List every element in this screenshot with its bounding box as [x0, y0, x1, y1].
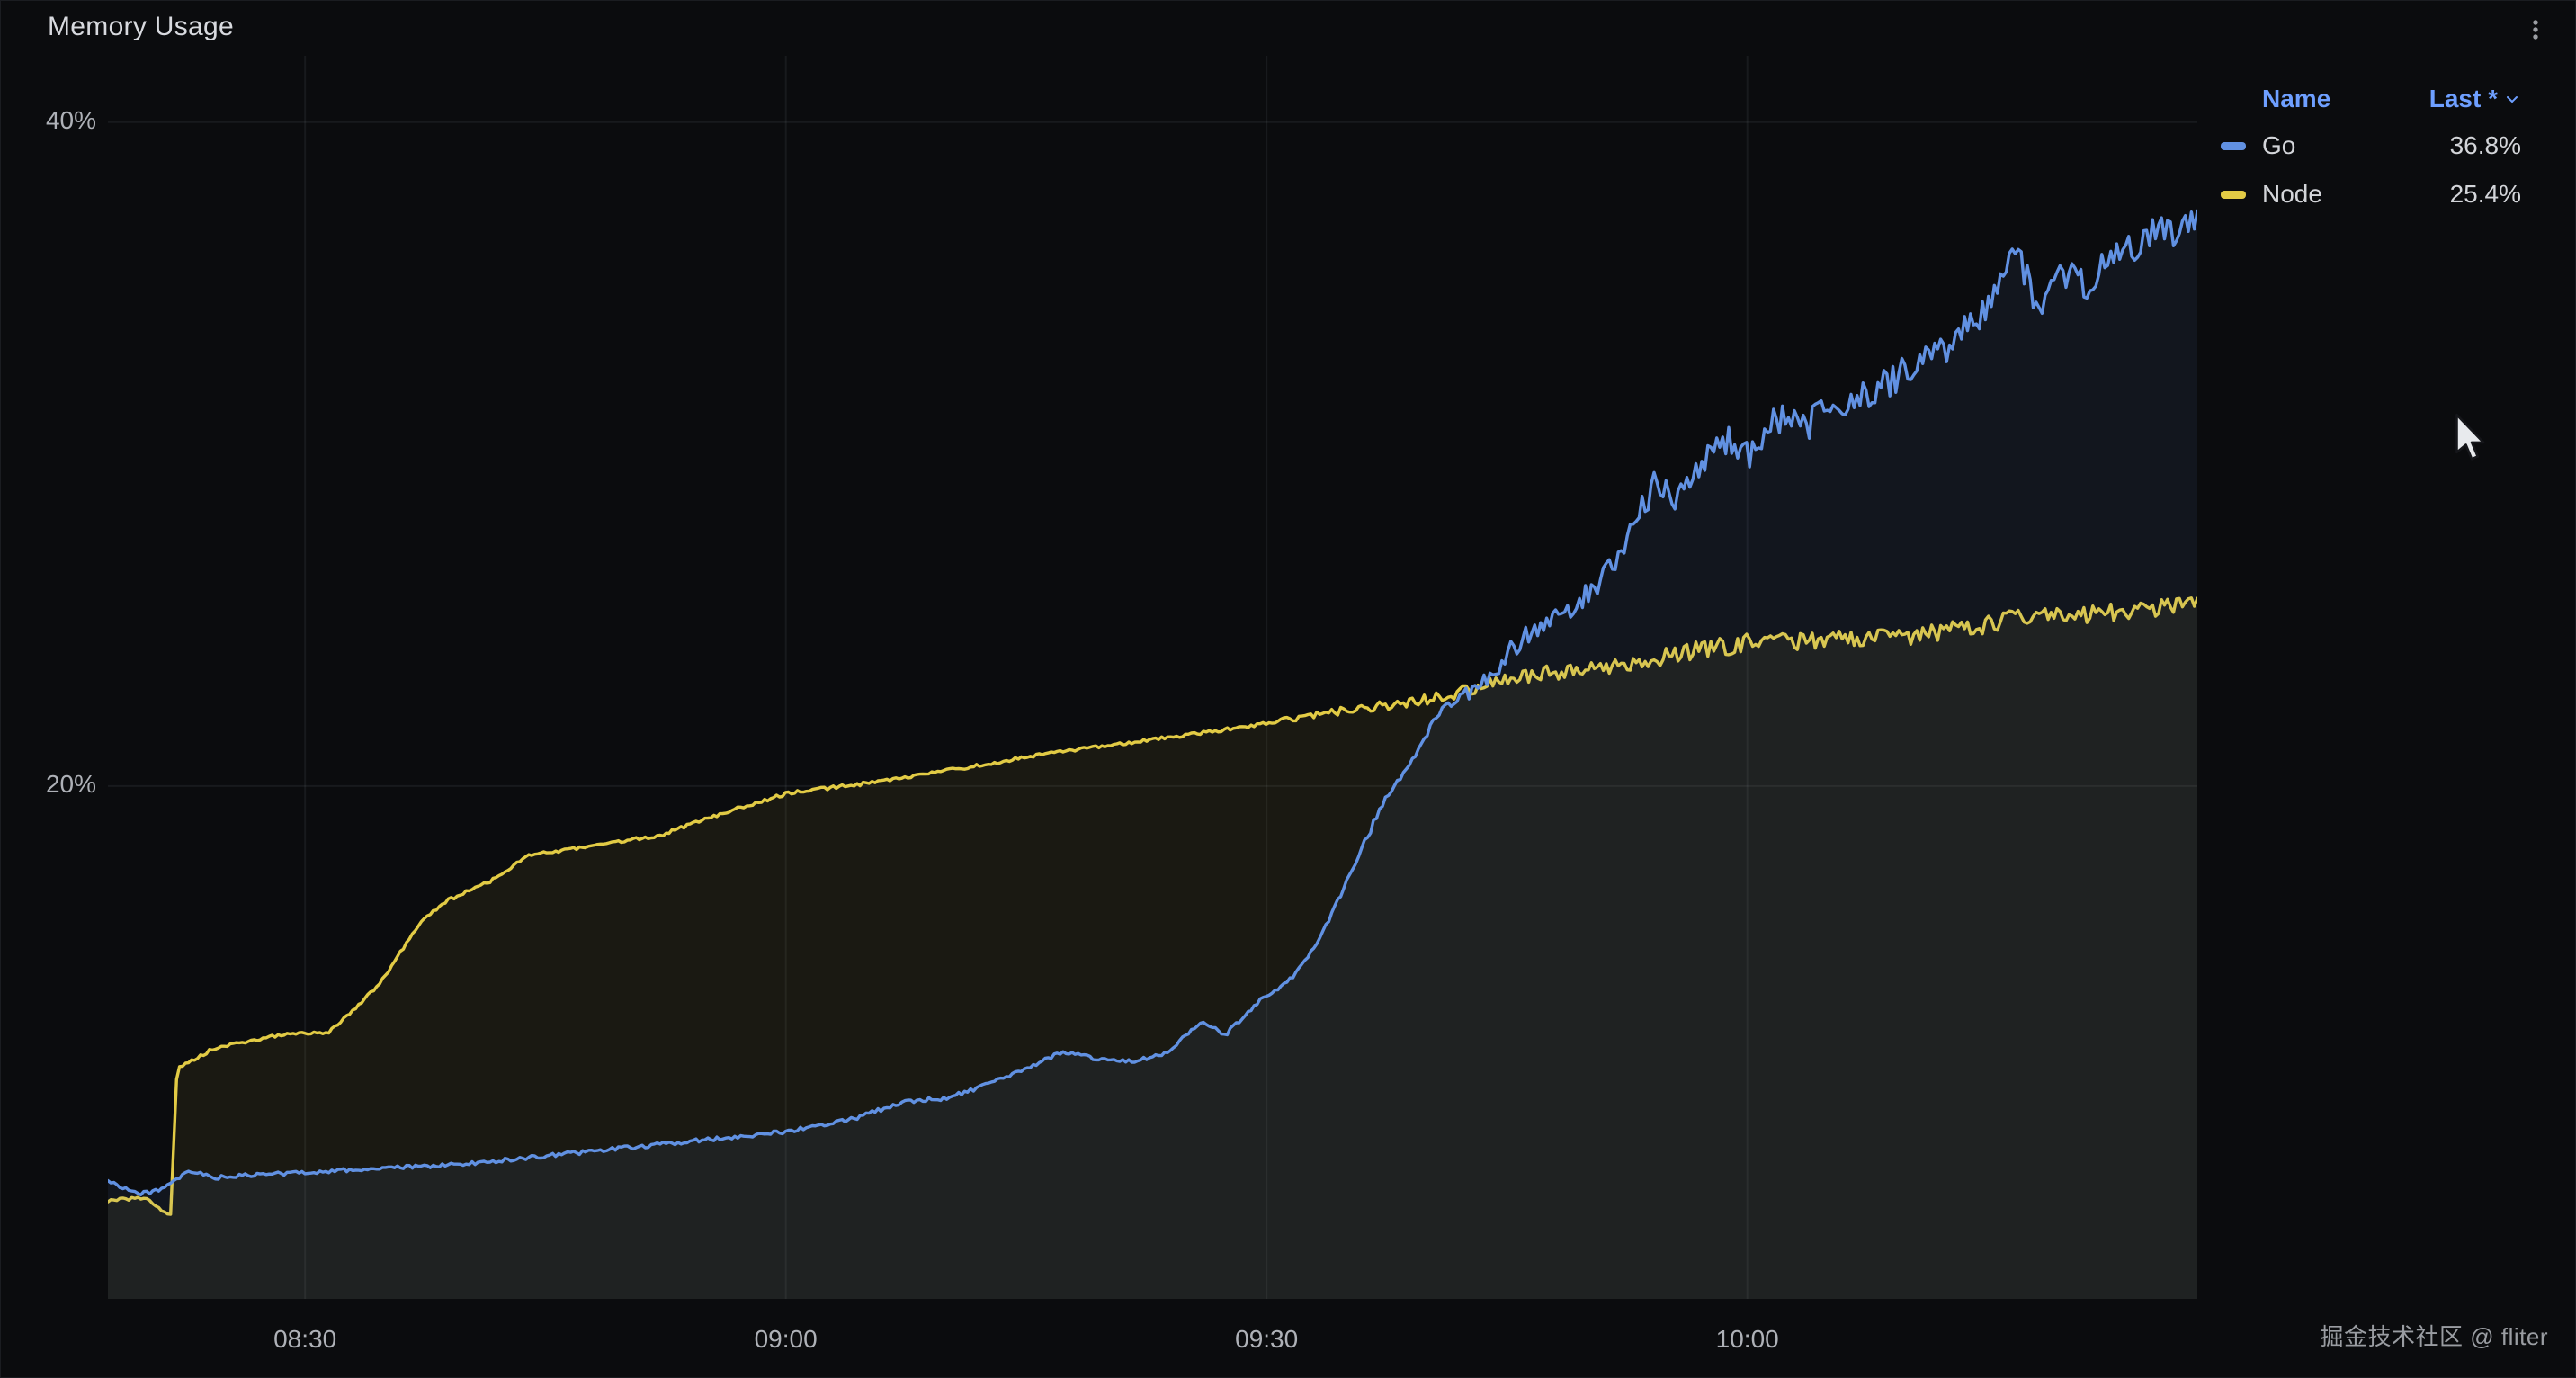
legend-sort-last[interactable]: Last * — [2429, 85, 2521, 113]
chevron-down-icon — [2507, 96, 2518, 103]
y-axis-tick-label: 40% — [45, 105, 96, 134]
series-last-value: 36.8% — [2449, 131, 2521, 159]
series-color-swatch — [2221, 190, 2246, 199]
x-axis-tick-label: 09:00 — [754, 1325, 818, 1353]
time-series-chart[interactable] — [108, 56, 2197, 1299]
legend-row-node[interactable]: Node 25.4% — [2208, 170, 2521, 219]
watermark: 掘金技术社区 @ fliter — [2320, 1323, 2548, 1350]
x-axis-tick-label: 08:30 — [273, 1325, 337, 1353]
legend-sort-last-label: Last * — [2428, 85, 2498, 112]
panel-title: Memory Usage — [48, 12, 234, 41]
series-color-swatch — [2221, 141, 2246, 150]
y-axis-tick-label: 20% — [45, 769, 96, 798]
legend-row-go[interactable]: Go 36.8% — [2208, 121, 2521, 170]
legend-sort-name[interactable]: Name — [2262, 85, 2331, 112]
x-axis-tick-label: 09:30 — [1235, 1325, 1299, 1353]
panel-menu-button[interactable] — [2512, 6, 2559, 53]
legend: Name Last * Go 36.8% Node 25.4% — [2208, 76, 2521, 219]
series-last-value: 25.4% — [2449, 180, 2521, 208]
kebab-menu-icon — [2533, 20, 2538, 40]
legend-header: Name Last * — [2208, 76, 2521, 121]
x-axis-tick-label: 10:00 — [1715, 1325, 1779, 1353]
series-label: Node — [2262, 180, 2322, 208]
series-label: Go — [2262, 131, 2296, 159]
mouse-cursor — [2455, 413, 2485, 461]
